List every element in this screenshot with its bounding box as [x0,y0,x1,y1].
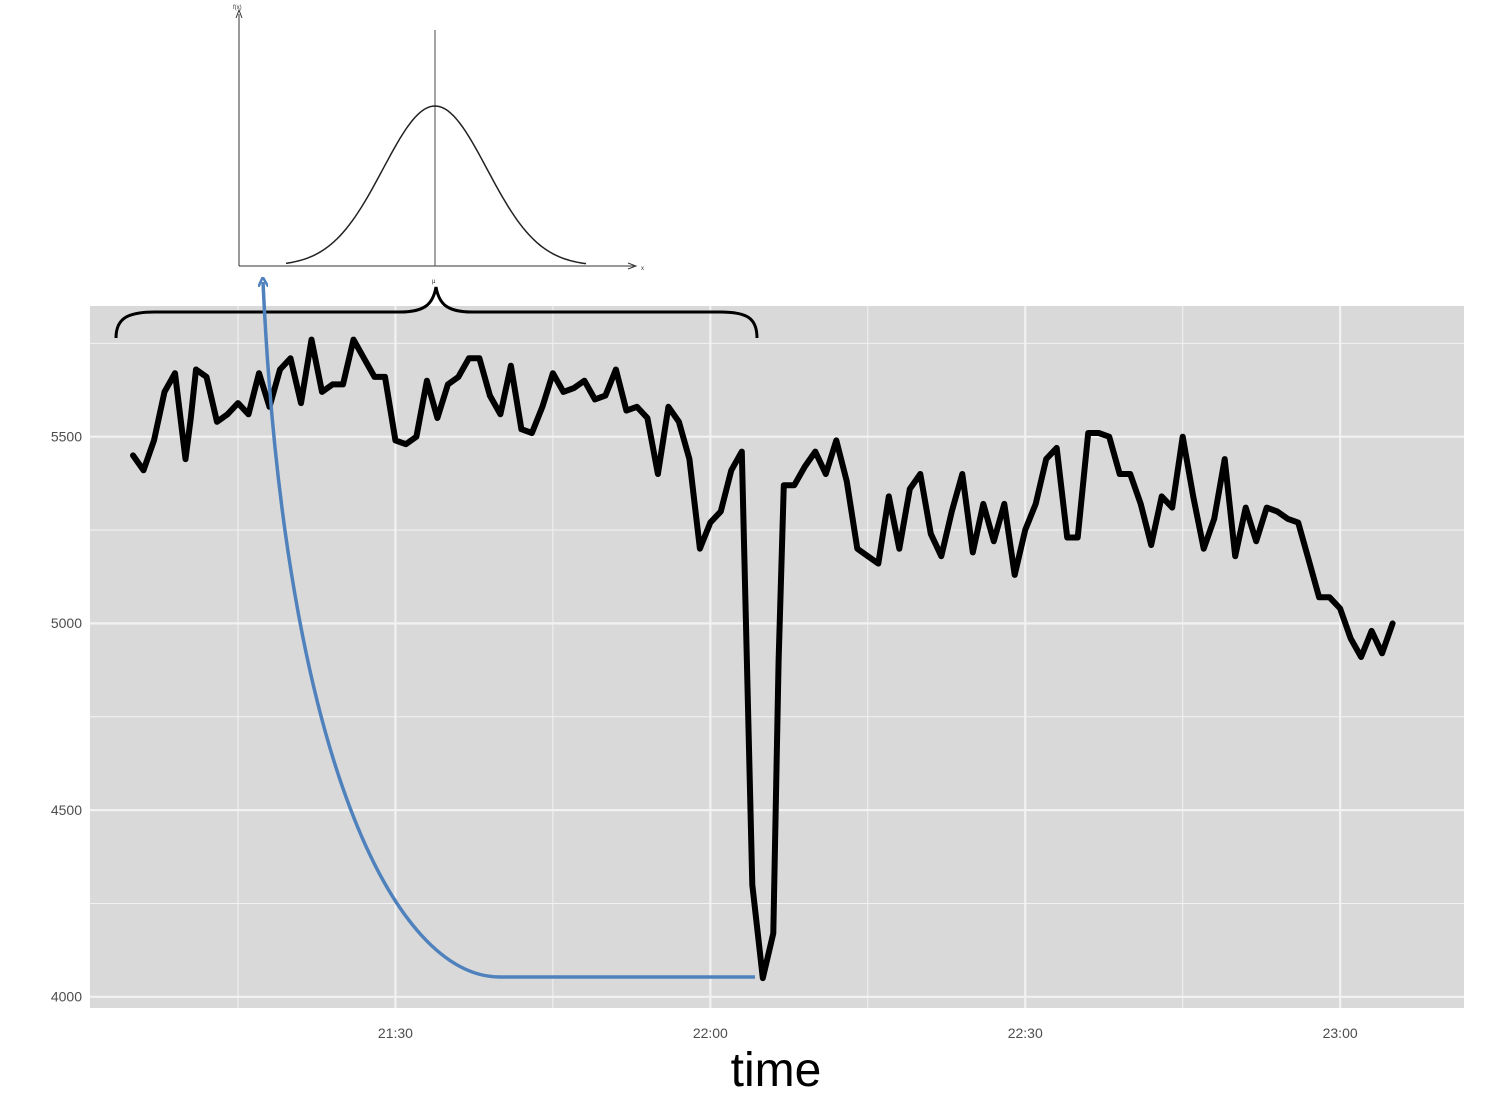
x-tick-label: 21:30 [378,1025,413,1041]
x-axis-title: time [731,1044,822,1097]
series-line [130,336,1396,982]
x-tick-label: 22:30 [1008,1025,1043,1041]
x-tick-label: 23:00 [1323,1025,1358,1041]
y-tick-label: 5500 [51,428,82,444]
window-brace [114,286,759,339]
normal-distribution-inset: f(x) x μ [233,5,644,285]
annotation-arrow [263,282,755,979]
y-tick-label: 4000 [51,989,82,1005]
x-tick-label: 22:00 [693,1025,728,1041]
inset-y-axis-label: f(x) [233,5,242,11]
inset-mean-label: μ [432,279,436,285]
inset-y-arrow-icon [235,8,243,19]
y-axis-ticks: 4000 4500 5000 5500 [51,428,82,1004]
inset-bell-curve [285,105,587,265]
inset-x-arrow-icon [627,262,638,270]
y-tick-label: 5000 [51,615,82,631]
y-tick-label: 4500 [51,802,82,818]
inset-x-axis-label: x [641,266,644,272]
x-axis-ticks: 21:30 22:00 22:30 23:00 [378,1025,1358,1041]
